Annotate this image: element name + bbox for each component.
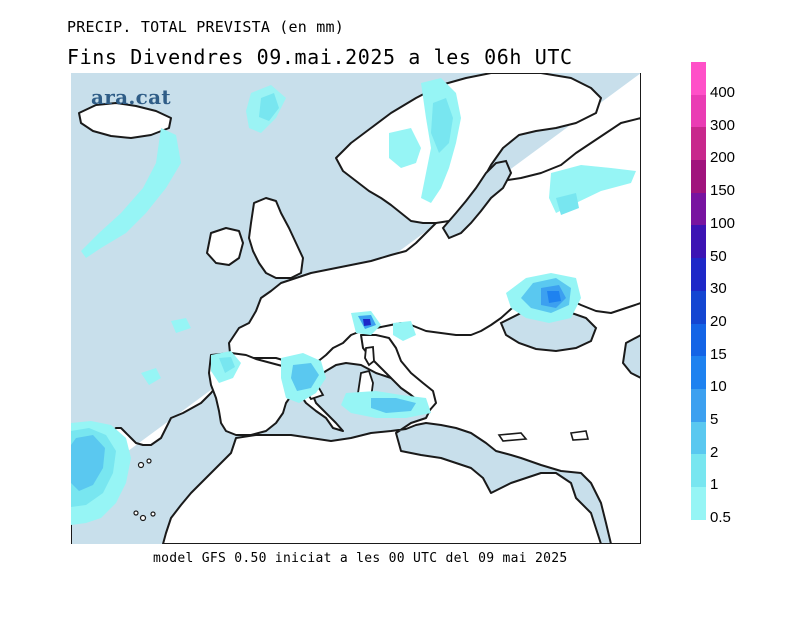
- legend-label: 2: [710, 443, 719, 461]
- legend-swatch: [691, 421, 706, 455]
- land-cyprus: [569, 430, 590, 441]
- caspian-sea: [621, 333, 641, 380]
- legend-swatch: [691, 323, 706, 357]
- legend-swatch: [691, 225, 706, 259]
- legend-label: 0.5: [710, 509, 731, 527]
- legend-swatch: [691, 160, 706, 193]
- island-dots: [133, 458, 156, 522]
- legend-swatch: [691, 356, 706, 389]
- precipitation-map: ara.cat: [71, 73, 641, 544]
- legend-swatch: [691, 486, 706, 520]
- land-scandinavia: [335, 73, 602, 224]
- land-corsica: [364, 345, 375, 367]
- legend-swatch: [691, 94, 706, 128]
- legend-label: 150: [710, 182, 736, 200]
- legend-swatch: [691, 454, 706, 487]
- legend-swatch: [691, 388, 706, 422]
- land-ireland: [206, 227, 244, 266]
- legend-label: 400: [710, 84, 736, 101]
- brand-logo: ara.cat: [91, 85, 171, 109]
- land-italy: [360, 334, 437, 412]
- legend-label: 50: [710, 247, 727, 265]
- legend-label: 10: [710, 378, 727, 396]
- land-iceland: [78, 102, 172, 139]
- legend-label: 300: [710, 116, 736, 134]
- precipitation-areas: [71, 78, 636, 525]
- legend-label: 200: [710, 149, 736, 167]
- legend-swatch: [691, 258, 706, 291]
- land-great-britain: [248, 197, 304, 279]
- legend-label: 100: [710, 214, 736, 232]
- legend-swatch: [691, 192, 706, 226]
- map-subtitle: Fins Divendres 09.mai.2025 a les 06h UTC: [67, 45, 573, 69]
- legend-swatch: [691, 62, 706, 95]
- legend-swatch: [691, 127, 706, 161]
- legend-label: 5: [710, 411, 719, 428]
- land-crete: [497, 432, 528, 442]
- legend-label: 15: [710, 345, 727, 363]
- legend-swatch: [691, 290, 706, 324]
- legend-label: 20: [710, 312, 727, 330]
- model-info: model GFS 0.50 iniciat a les 00 UTC del …: [153, 551, 568, 566]
- color-legend: 400 300 200 150 100 50 30 20 15 10 5 2 1 0.5: [691, 62, 800, 532]
- land-central-europe: [228, 117, 641, 369]
- legend-label: 1: [710, 476, 719, 494]
- legend-color-bar: [691, 62, 706, 520]
- legend-label: 30: [710, 280, 727, 298]
- map-title: PRECIP. TOTAL PREVISTA (en mm): [67, 18, 344, 36]
- map-canvas: [71, 73, 641, 544]
- baltic-sea: [441, 159, 513, 240]
